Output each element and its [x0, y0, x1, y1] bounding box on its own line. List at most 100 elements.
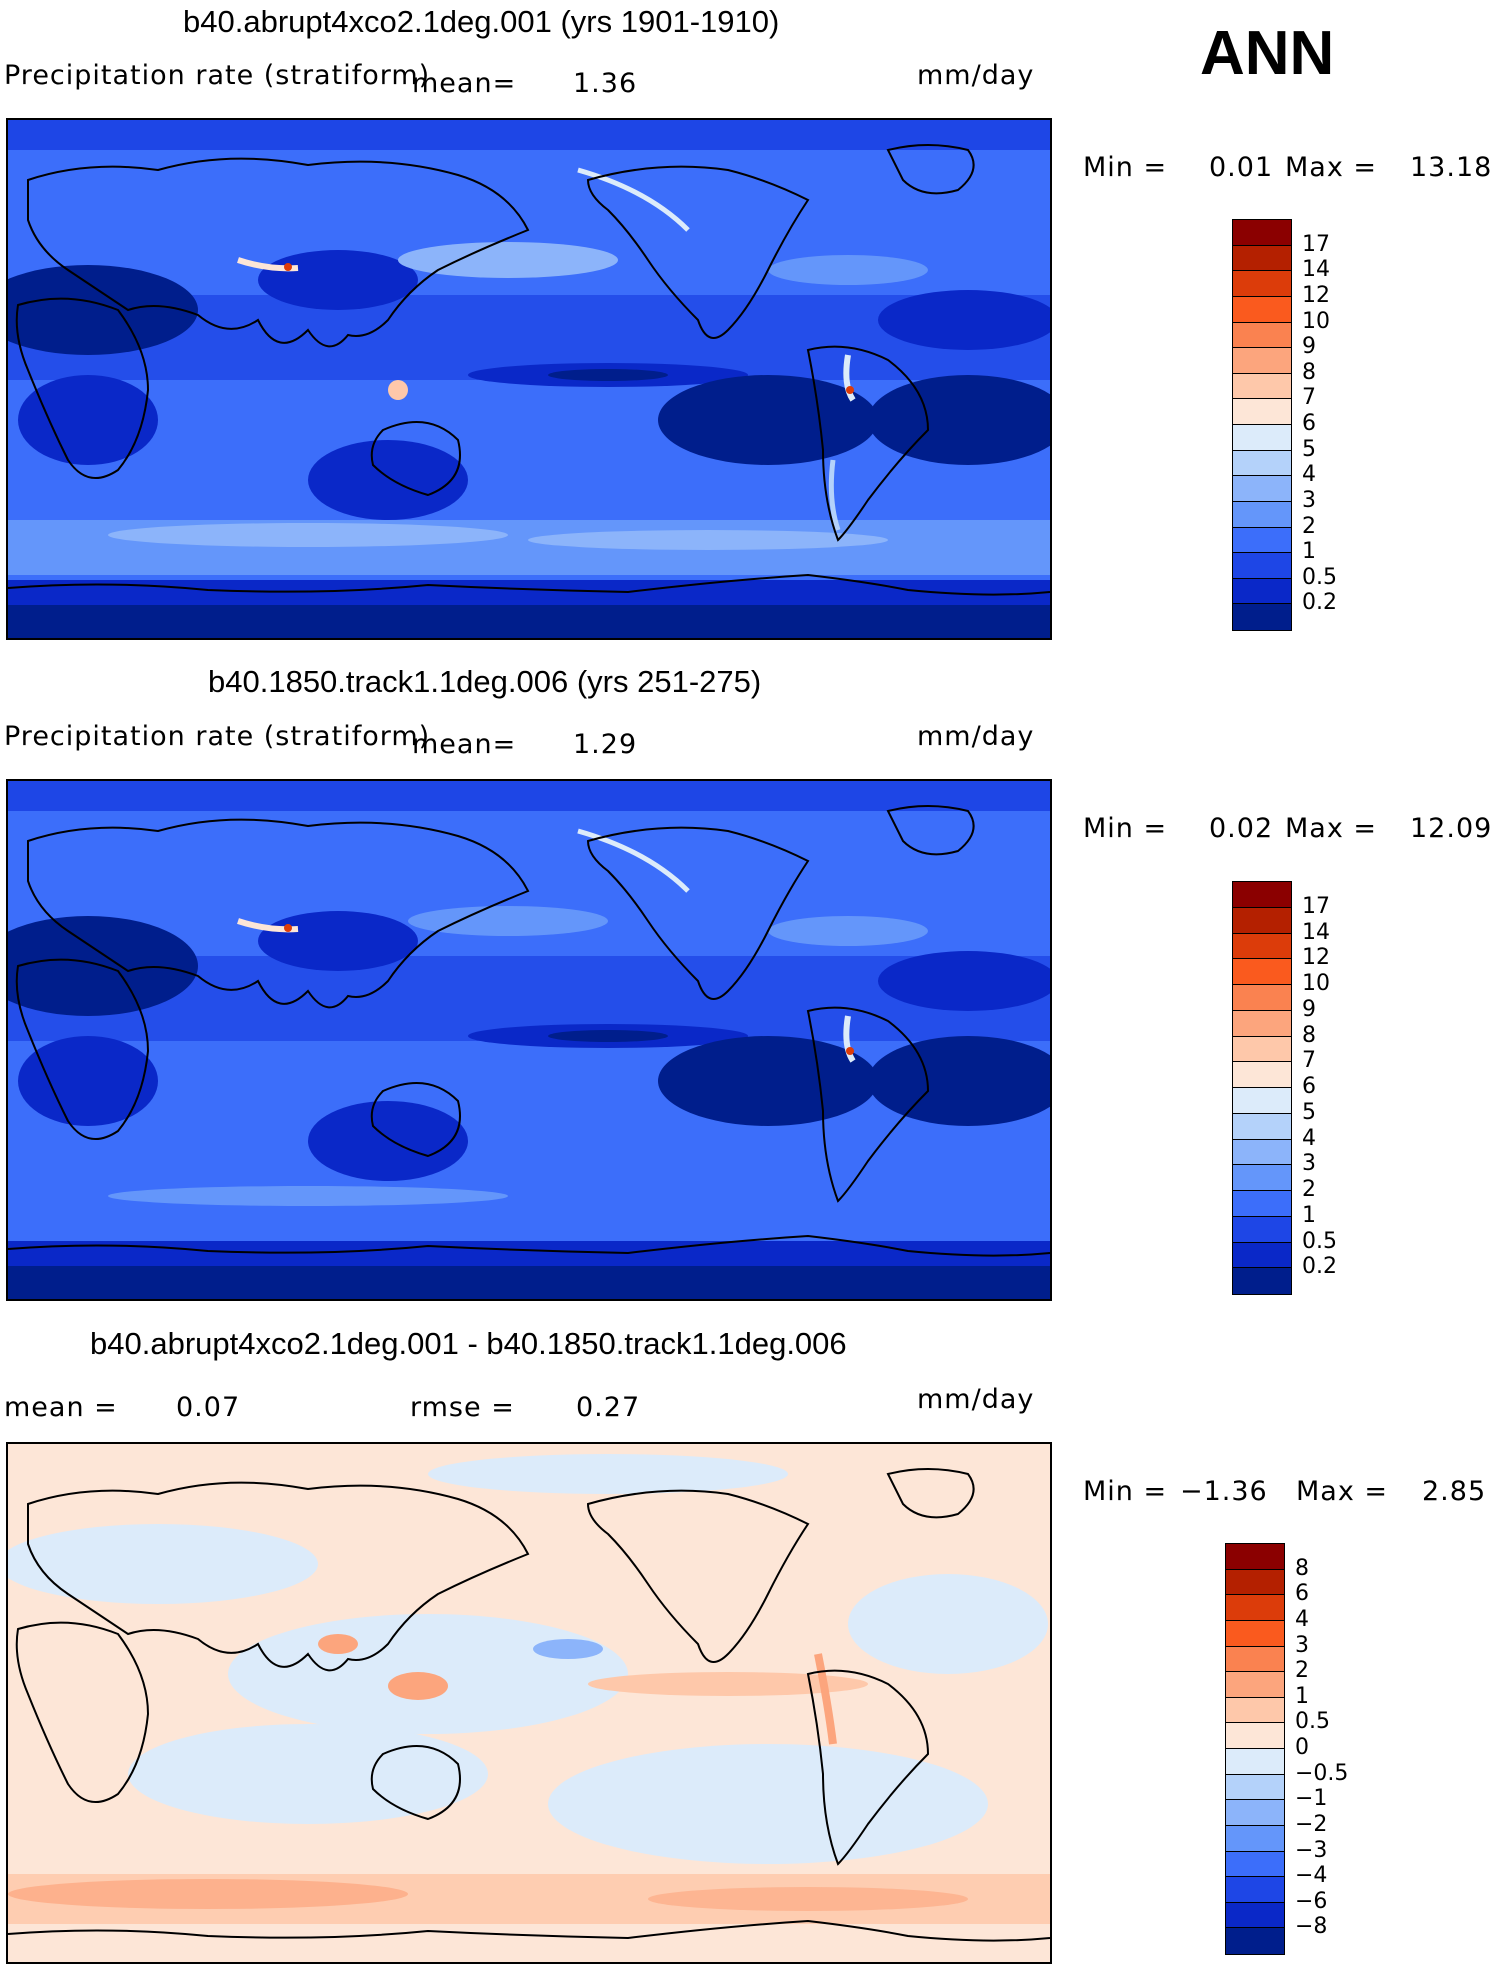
colorbar-swatch — [1233, 476, 1291, 502]
colorbar-swatch — [1226, 1902, 1284, 1929]
colorbar-level-label: 2 — [1295, 1658, 1309, 1684]
panel1-field-label: Precipitation rate (stratiform) — [4, 60, 431, 91]
colorbar-level-label: 3 — [1302, 1151, 1316, 1177]
colorbar-swatch — [1233, 578, 1291, 605]
colorbar-level-label: 17 — [1302, 893, 1330, 919]
colorbar-swatch — [1233, 220, 1291, 246]
panel1-map-svg — [8, 120, 1050, 638]
colorbar-level-label: 8 — [1295, 1555, 1309, 1581]
colorbar-swatch — [1226, 1672, 1284, 1698]
colorbar-level-label: 12 — [1302, 945, 1330, 971]
panel3-mean-label: mean = — [4, 1392, 118, 1423]
colorbar-level-label: 7 — [1302, 385, 1316, 411]
colorbar-level-label: 4 — [1295, 1606, 1309, 1632]
panel2-title: b40.1850.track1.1deg.006 (yrs 251-275) — [208, 664, 762, 699]
colorbar-swatch — [1233, 425, 1291, 451]
panel3-max-label: Max = — [1296, 1476, 1389, 1507]
colorbar-swatch — [1233, 985, 1291, 1011]
panel2-min-value: 0.02 — [1209, 813, 1274, 844]
panel1-min-label: Min = — [1083, 152, 1168, 183]
colorbar-level-label: 1 — [1302, 1202, 1316, 1228]
colorbar-level-label: 5 — [1302, 1099, 1316, 1125]
panel2-max-value: 12.09 — [1410, 813, 1493, 844]
panel2-map-svg — [8, 781, 1050, 1299]
panel1-max-value: 13.18 — [1410, 152, 1493, 183]
colorbar-swatch — [1226, 1595, 1284, 1621]
colorbar-swatch — [1233, 1191, 1291, 1217]
colorbar-level-label: 3 — [1302, 487, 1316, 513]
colorbar-level-label: 0 — [1295, 1735, 1309, 1760]
colorbar-level-label: 3 — [1295, 1632, 1309, 1658]
panel1-title: b40.abrupt4xco2.1deg.001 (yrs 1901-1910) — [183, 4, 780, 39]
colorbar-level-label: 17 — [1302, 231, 1330, 257]
colorbar-swatch — [1233, 882, 1291, 908]
colorbar-swatch — [1233, 1242, 1291, 1269]
colorbar-swatch — [1226, 1800, 1284, 1826]
colorbar-level-label: −1 — [1295, 1786, 1328, 1812]
colorbar-level-label: 6 — [1302, 1074, 1316, 1099]
panel2-field-label: Precipitation rate (stratiform) — [4, 721, 431, 752]
colorbar-level-label: 4 — [1302, 1125, 1316, 1151]
colorbar-swatch — [1226, 1928, 1284, 1954]
colorbar-swatch — [1233, 959, 1291, 985]
colorbar-swatch — [1226, 1620, 1284, 1647]
panel3-units: mm/day — [917, 1384, 1035, 1415]
colorbar-level-label: −4 — [1295, 1863, 1328, 1889]
colorbar-swatch — [1233, 501, 1291, 528]
colorbar-swatch — [1233, 527, 1291, 554]
colorbar-level-label: 7 — [1302, 1048, 1316, 1074]
colorbar-level-label: −8 — [1295, 1914, 1328, 1940]
colorbar-swatch — [1226, 1851, 1284, 1878]
panel1-units: mm/day — [917, 60, 1035, 91]
colorbar-swatch — [1233, 450, 1291, 477]
colorbar-swatch — [1233, 907, 1291, 934]
panel3-colorbar — [1225, 1543, 1285, 1955]
colorbar-level-label: 9 — [1302, 996, 1316, 1022]
colorbar-level-label: −2 — [1295, 1811, 1328, 1837]
colorbar-level-label: −6 — [1295, 1888, 1328, 1914]
colorbar-level-label: 0.5 — [1302, 564, 1337, 590]
panel1-mean-value: 1.36 — [573, 68, 638, 99]
panel2-colorbar — [1232, 881, 1292, 1295]
colorbar-level-label: 14 — [1302, 257, 1330, 283]
colorbar-swatch — [1233, 271, 1291, 297]
colorbar-swatch — [1226, 1646, 1284, 1673]
colorbar-swatch — [1233, 553, 1291, 579]
panel2-min-label: Min = — [1083, 813, 1168, 844]
colorbar-swatch — [1233, 1165, 1291, 1191]
colorbar-swatch — [1226, 1774, 1284, 1801]
colorbar-level-label: 0.2 — [1302, 590, 1337, 616]
colorbar-swatch — [1233, 348, 1291, 374]
colorbar-level-label: 1 — [1295, 1683, 1309, 1709]
panel3-title: b40.abrupt4xco2.1deg.001 - b40.1850.trac… — [90, 1326, 847, 1361]
colorbar-level-label: 10 — [1302, 308, 1330, 334]
colorbar-level-label: 0.2 — [1302, 1254, 1337, 1280]
colorbar-level-label: 12 — [1302, 282, 1330, 308]
panel3-rmse-label: rmse = — [410, 1392, 515, 1423]
colorbar-swatch — [1233, 1113, 1291, 1140]
colorbar-level-label: −0.5 — [1295, 1760, 1349, 1786]
colorbar-level-label: 2 — [1302, 1177, 1316, 1202]
colorbar-swatch — [1233, 245, 1291, 272]
panel3-min-value: −1.36 — [1180, 1476, 1268, 1507]
colorbar-level-label: 1 — [1302, 539, 1316, 565]
panel3-map — [6, 1442, 1052, 1964]
colorbar-level-label: 4 — [1302, 462, 1316, 488]
colorbar-swatch — [1226, 1569, 1284, 1596]
colorbar-swatch — [1233, 296, 1291, 323]
colorbar-swatch — [1233, 1216, 1291, 1243]
panel3-map-svg — [8, 1444, 1050, 1962]
panel3-mean-value: 0.07 — [176, 1392, 241, 1423]
panel1-mean-label: mean= — [412, 68, 517, 99]
colorbar-swatch — [1233, 322, 1291, 349]
panel3-max-value: 2.85 — [1422, 1476, 1487, 1507]
colorbar-level-label: −3 — [1295, 1837, 1328, 1863]
panel1-colorbar — [1232, 219, 1292, 631]
season-label: ANN — [1200, 19, 1335, 88]
colorbar-level-label: 8 — [1302, 1022, 1316, 1048]
colorbar-swatch — [1226, 1697, 1284, 1724]
colorbar-swatch — [1233, 1139, 1291, 1166]
panel2-units: mm/day — [917, 721, 1035, 752]
colorbar-level-label: 5 — [1302, 436, 1316, 462]
panel2-mean-value: 1.29 — [573, 729, 638, 760]
